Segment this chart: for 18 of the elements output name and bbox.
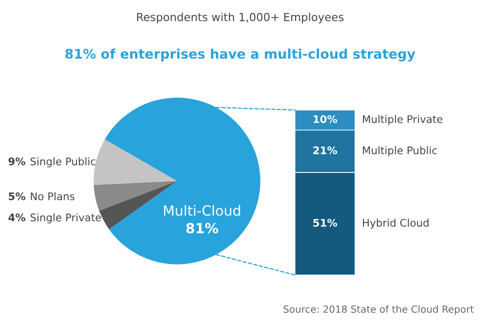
data-label: 10% [314, 115, 338, 124]
slice-label: No Plans [30, 192, 74, 200]
slice-label: Single Public [30, 157, 96, 168]
data-label: 5% [8, 192, 26, 200]
series-label: Multiple Private [362, 115, 442, 126]
chart-subtitle: Respondents with 1,000+ Employees [137, 12, 344, 24]
data-label: 4% [8, 214, 26, 222]
source-note: Source: 2018 State of the Cloud Report [284, 305, 474, 315]
pie-slice [94, 139, 177, 185]
data-label: 51% [313, 218, 338, 227]
data-label: 9% [8, 157, 26, 166]
slice-label: Multi-Cloud [164, 205, 240, 216]
series-label: Hybrid Cloud [362, 218, 428, 229]
data-label: 81% [186, 222, 218, 234]
chart-title: 81% of enterprises have a multi-cloud strategy [65, 48, 416, 62]
slice-label: Single Private [30, 213, 101, 224]
series-label: Multiple Public [362, 146, 437, 156]
data-label: 21% [313, 146, 338, 154]
